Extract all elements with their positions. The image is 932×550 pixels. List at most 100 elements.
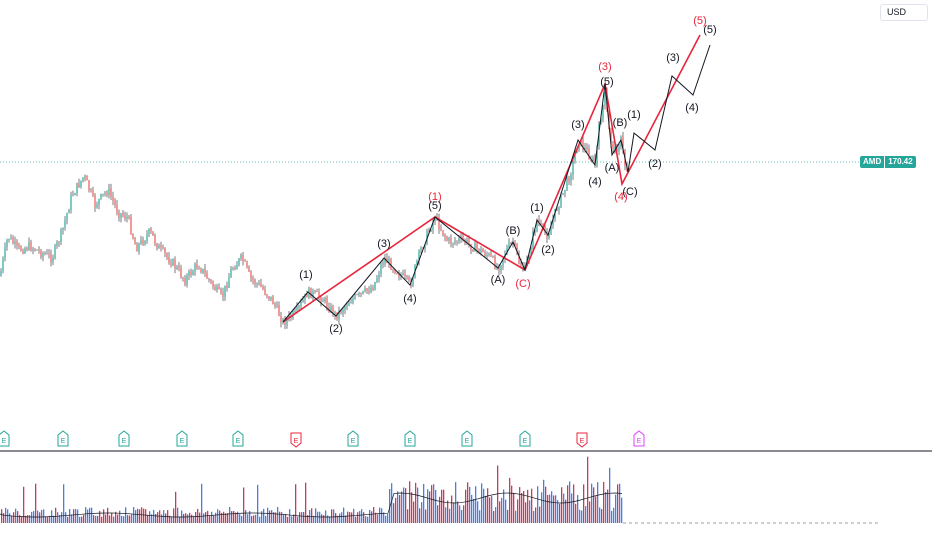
volume-bar (207, 510, 209, 523)
volume-bar (187, 514, 189, 523)
candle-body (170, 262, 172, 266)
volume-bar (179, 516, 181, 523)
candle-body (392, 269, 394, 271)
volume-bar (209, 515, 211, 523)
volume-bar (477, 501, 479, 523)
candle-body (584, 147, 586, 149)
candle-body (442, 230, 444, 235)
wave-label-red: (C) (515, 278, 530, 290)
candle-body (74, 193, 76, 196)
wave-label-black: (1) (530, 202, 543, 214)
candle-body (350, 302, 352, 304)
earnings-marker-shape (232, 430, 244, 447)
candle-body (388, 258, 390, 264)
volume-bar (331, 509, 333, 523)
candle-body (268, 296, 270, 299)
volume-bar (183, 513, 185, 523)
candle-body (218, 286, 220, 290)
volume-bar (601, 509, 603, 523)
candle-body (50, 254, 52, 263)
volume-bar (43, 509, 45, 523)
candle-body (224, 285, 226, 297)
candle-body (310, 287, 312, 299)
candle-body (100, 193, 102, 199)
volume-bar (263, 508, 265, 523)
earnings-marker-label: E (351, 438, 356, 445)
volume-bar (447, 500, 449, 523)
candle-body (14, 241, 16, 244)
candle-body (612, 143, 614, 150)
candle-body (62, 227, 64, 230)
candle-body (482, 249, 484, 253)
candle-body (84, 175, 86, 178)
candle-body (468, 239, 470, 245)
volume-bar (115, 511, 117, 523)
volume-bar (339, 513, 341, 523)
candle-body (202, 268, 204, 273)
volume-bar (501, 497, 503, 523)
earnings-marker-label: E (294, 438, 299, 445)
candle-body (514, 242, 516, 244)
volume-bar (551, 491, 553, 523)
volume-bar (413, 501, 415, 523)
volume-bar (577, 495, 579, 523)
candle-body (444, 234, 446, 238)
wave-label-black: (1) (627, 109, 640, 121)
volume-bar (361, 509, 363, 523)
candle-body (242, 254, 244, 261)
volume-bar (369, 509, 371, 523)
volume-bar (247, 514, 249, 523)
candle-body (558, 207, 560, 211)
candle-body (302, 300, 304, 303)
candle-body (338, 310, 340, 320)
currency-selector[interactable]: USD (880, 4, 928, 21)
volume-bar (359, 511, 361, 523)
earnings-marker-label: E (465, 438, 470, 445)
candle-body (344, 306, 346, 311)
candle-body (334, 312, 336, 316)
volume-bar (481, 483, 483, 523)
candle-body (518, 252, 520, 264)
candle-body (42, 253, 44, 258)
candle-body (572, 160, 574, 175)
volume-bar (491, 495, 493, 523)
candle-body (4, 246, 6, 259)
volume-bar (213, 515, 215, 523)
volume-bar (285, 513, 287, 523)
volume-bar (1, 509, 3, 523)
candle-body (356, 294, 358, 296)
volume-bar (81, 516, 83, 523)
candle-body (36, 249, 38, 251)
candle-body (532, 232, 534, 249)
volume-bar (615, 494, 617, 523)
volume-bar (171, 516, 173, 523)
candle-body (24, 248, 26, 254)
candle-body (380, 264, 382, 275)
wave-label-black: (A) (491, 274, 506, 286)
volume-bar (245, 510, 247, 523)
earnings-marker: E (290, 432, 302, 448)
volume-bar (529, 500, 531, 523)
candle-body (362, 290, 364, 294)
candle-body (440, 228, 442, 231)
candle-body (546, 232, 548, 239)
candle-body (470, 244, 472, 250)
volume-bar (257, 484, 259, 523)
wave-label-black: (A) (605, 162, 620, 174)
candle-body (188, 271, 190, 276)
candle-body (560, 193, 562, 208)
volume-bar (377, 514, 379, 523)
volume-bar (459, 505, 461, 523)
volume-bar (9, 513, 11, 523)
candle-body (30, 242, 32, 251)
candle-body (76, 182, 78, 194)
red-wave-line (282, 34, 701, 323)
candle-body (582, 139, 584, 149)
candle-body (446, 237, 448, 241)
earnings-marker: E (461, 430, 473, 447)
candle-body (192, 271, 194, 276)
volume-bar (593, 487, 595, 523)
volume-bar (17, 511, 19, 523)
candle-body (72, 195, 74, 196)
volume-bar (465, 489, 467, 523)
